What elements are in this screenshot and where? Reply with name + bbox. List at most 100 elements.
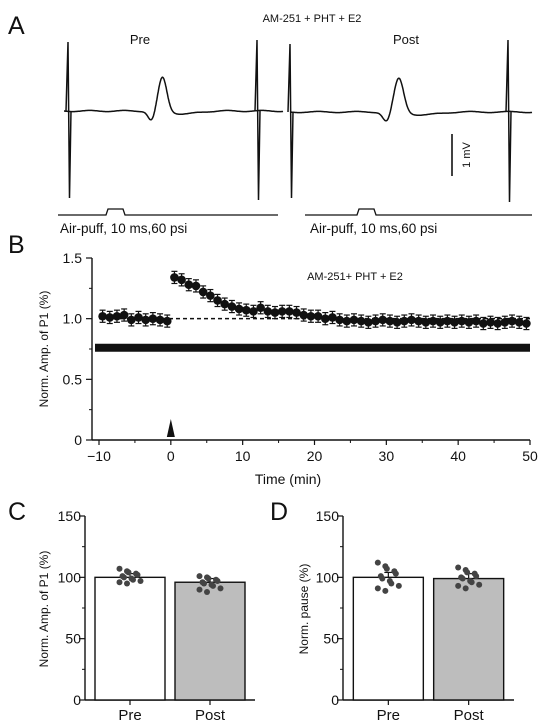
d-data-point (468, 579, 475, 586)
panel-b-title: AM-251+ PHT + E2 (307, 271, 403, 283)
pause-bar-plot: 0 50 100 150 Pre Post (316, 508, 514, 724)
b-data-point (134, 313, 143, 322)
d-data-point (388, 580, 395, 587)
d-y-tick-label: 150 (316, 508, 340, 524)
panel-b: B AM-251+ PHT + E2 −10 0 10 20 30 40 50 0 0.5 1.0… (8, 231, 538, 487)
panel-a-condition: AM-251 + PHT + E2 (263, 13, 362, 25)
b-data-point (148, 314, 158, 323)
b-data-point (450, 318, 459, 327)
d-data-point (379, 575, 386, 582)
d-data-point (374, 559, 381, 566)
c-bar (174, 581, 246, 701)
d-data-point (383, 565, 390, 572)
b-data-point (486, 318, 495, 327)
b-data-point (249, 307, 258, 316)
scale-bar-label: 1 mV (461, 142, 473, 168)
b-x-tick-label: 40 (450, 448, 466, 464)
b-x-tick-label: 10 (235, 448, 251, 464)
c-category-label: Pre (118, 707, 141, 724)
panel-d-letter: D (270, 498, 288, 526)
b-data-point (184, 280, 194, 289)
b-data-point (162, 316, 172, 326)
b-data-point (500, 318, 510, 327)
pre-trace (64, 39, 284, 201)
b-y-tick-label: 1.0 (63, 311, 83, 327)
d-y-tick-label: 100 (316, 569, 340, 585)
b-data-point (191, 281, 201, 291)
b-data-point (471, 316, 481, 326)
c-data-point (204, 589, 210, 596)
b-data-point (177, 275, 186, 285)
b-x-tick-label: −10 (87, 448, 111, 464)
b-x-tick-label: 30 (379, 448, 395, 464)
c-data-point (121, 574, 127, 581)
b-data-point (443, 316, 452, 326)
b-data-point (227, 302, 237, 311)
c-bar (94, 576, 166, 701)
c-y-tick-label: 100 (58, 569, 82, 585)
c-data-point (217, 585, 224, 592)
b-data-point (507, 316, 517, 326)
d-data-point (464, 569, 471, 576)
c-data-point (196, 573, 203, 580)
d-data-point (374, 585, 381, 592)
c-data-point (205, 575, 212, 582)
b-data-point (220, 299, 230, 309)
b-data-point (414, 316, 423, 326)
b-data-point (292, 308, 301, 317)
b-data-point (127, 315, 136, 325)
b-data-point (522, 319, 531, 328)
c-data-point (134, 571, 141, 578)
d-data-point (459, 575, 466, 582)
d-bar (352, 576, 425, 701)
b-data-point (256, 303, 265, 313)
d-data-point (462, 585, 469, 592)
b-data-point (371, 316, 380, 326)
b-data-point (306, 311, 316, 321)
b-data-point (213, 296, 222, 305)
post-stimulus-line (305, 208, 532, 216)
b-data-point (378, 315, 388, 325)
c-category-label: Post (195, 707, 226, 724)
b-data-point (399, 316, 409, 326)
panel-c-ylabel: Norm. Amp. of P1 (%) (37, 551, 51, 668)
b-y-tick-label: 1.5 (63, 250, 83, 266)
panel-b-xlabel: Time (min) (255, 471, 321, 487)
c-data-point (124, 580, 130, 587)
d-y-tick-label: 50 (323, 631, 339, 647)
c-data-point (116, 565, 123, 572)
b-y-tick-label: 0 (74, 432, 82, 448)
b-data-point (206, 291, 215, 300)
b-data-point (299, 310, 309, 320)
d-category-label: Pre (377, 707, 400, 724)
panel-c: C 0 50 100 150 Pre Post Norm. Amp. of P1 (%) (8, 498, 255, 724)
panel-a: A AM-251 + PHT + E2 Pre Post 1 mV Air-pu… (8, 12, 533, 236)
d-y-tick-label: 0 (331, 692, 339, 708)
b-data-point (320, 314, 330, 323)
panel-d-ylabel: Norm. pause (%) (297, 564, 311, 655)
b-data-point (277, 307, 287, 316)
c-data-point (125, 569, 132, 576)
c-y-tick-label: 150 (58, 508, 82, 524)
pre-stimulus-line (58, 208, 278, 216)
pre-stimulus-label: Air-puff, 10 ms,60 psi (60, 221, 187, 236)
post-trace-label: Post (393, 32, 419, 47)
b-data-point (493, 319, 502, 328)
b-data-point (349, 315, 359, 325)
b-data-point (313, 311, 323, 321)
amplitude-bar-plot: 0 50 100 150 Pre Post (58, 508, 255, 724)
c-data-point (201, 580, 207, 587)
b-data-point (457, 316, 467, 326)
c-data-point (214, 578, 221, 585)
panel-d: D 0 50 100 150 Pre Post Norm. pause (%) (270, 498, 514, 724)
b-data-point (356, 316, 366, 326)
panel-c-letter: C (8, 498, 26, 526)
b-x-tick-label: 50 (522, 448, 538, 464)
post-stimulus-label: Air-puff, 10 ms,60 psi (310, 221, 437, 236)
b-x-tick-label: 0 (167, 448, 175, 464)
c-data-point (137, 578, 144, 585)
b-data-point (428, 316, 438, 326)
c-y-tick-label: 0 (73, 692, 81, 708)
c-data-point (210, 582, 216, 589)
